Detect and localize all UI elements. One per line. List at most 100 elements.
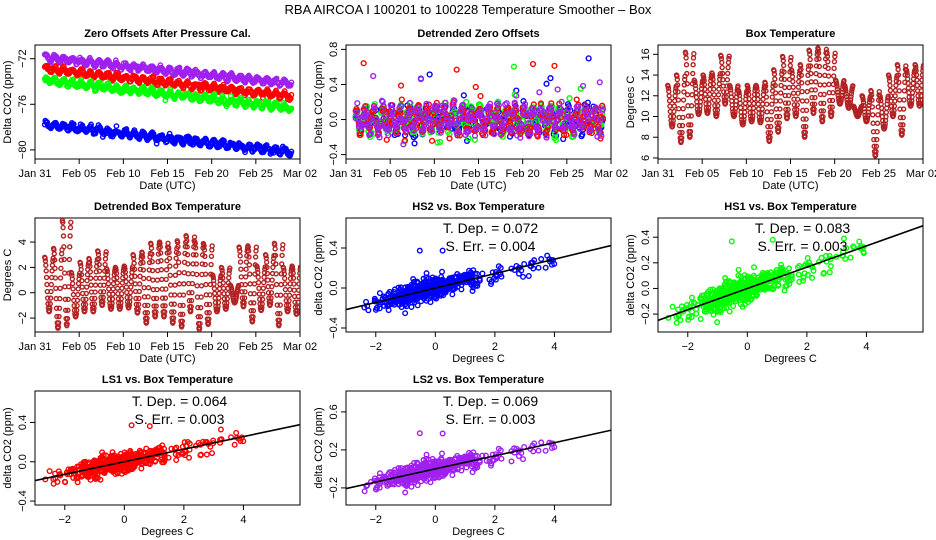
data-point (60, 233, 67, 239)
data-point (157, 250, 164, 256)
data-point (172, 272, 179, 278)
data-point (552, 124, 560, 131)
data-point (387, 101, 394, 109)
data-point (785, 106, 791, 113)
x-axis-label: Degrees C (764, 353, 817, 365)
data-point (680, 106, 686, 112)
data-point (190, 252, 197, 258)
data-point (186, 297, 193, 304)
series-LS2 (352, 73, 607, 148)
data-point (150, 74, 157, 80)
data-point (184, 244, 190, 250)
data-point (677, 129, 683, 136)
x-tick-label: Feb 25 (550, 168, 584, 180)
data-point (684, 81, 690, 87)
data-point (185, 261, 191, 267)
data-point (62, 296, 69, 303)
data-point (105, 280, 112, 287)
data-point (742, 104, 748, 111)
data-point (159, 276, 165, 283)
data-point (892, 93, 898, 99)
x-tick-label: Feb 15 (773, 168, 807, 180)
data-point (197, 320, 203, 327)
data-point (248, 300, 254, 306)
data-point (486, 100, 494, 107)
data-point (211, 281, 217, 287)
data-point (680, 97, 687, 103)
data-point (746, 100, 753, 107)
data-point (287, 286, 293, 293)
data-point (478, 106, 485, 113)
data-point (247, 271, 253, 277)
data-point (771, 71, 778, 77)
data-point (264, 264, 270, 271)
data-point (811, 109, 817, 116)
data-point (453, 66, 460, 73)
data-point (148, 245, 155, 251)
data-point (737, 104, 744, 111)
data-point (242, 281, 249, 288)
data-point (768, 123, 774, 130)
data-point (838, 97, 844, 104)
data-point (74, 297, 81, 304)
data-point (386, 126, 393, 133)
data-point (548, 105, 555, 113)
data-point (554, 86, 561, 93)
data-point (69, 280, 76, 287)
data-point (911, 72, 917, 78)
data-point (741, 109, 748, 115)
data-point (780, 62, 787, 69)
data-point (119, 285, 125, 291)
data-point (914, 82, 920, 89)
data-point (296, 281, 300, 287)
data-point (206, 310, 212, 316)
series-LS2 (41, 51, 295, 89)
data-point (263, 259, 270, 265)
data-point (145, 302, 151, 309)
data-point (67, 233, 73, 239)
data-point (58, 257, 64, 263)
data-point (799, 98, 806, 104)
data-point (118, 296, 124, 302)
data-point (909, 90, 916, 96)
data-point (759, 106, 766, 112)
data-point (795, 271, 802, 278)
data-point (155, 259, 161, 265)
data-point (166, 249, 172, 255)
data-point (277, 292, 284, 298)
data-point (212, 290, 218, 297)
data-point (207, 292, 213, 298)
data-point (61, 256, 67, 263)
data-point (841, 77, 847, 84)
data-point (675, 89, 681, 95)
data-point (144, 310, 151, 316)
data-point (839, 92, 845, 98)
data-point (470, 117, 477, 124)
data-point (433, 289, 440, 296)
data-point (398, 96, 405, 103)
data-point (96, 261, 102, 268)
data-point (764, 101, 770, 107)
data-point (548, 100, 555, 107)
data-point (255, 279, 262, 286)
data-point (693, 90, 699, 96)
data-point (776, 120, 782, 126)
data-point (423, 270, 430, 277)
data-point (919, 77, 923, 83)
data-point (242, 289, 248, 295)
data-point (872, 152, 879, 158)
data-point (79, 277, 85, 284)
data-point (896, 97, 903, 103)
data-point (180, 311, 186, 318)
data-point (477, 93, 484, 100)
data-point (745, 85, 751, 91)
data-point (538, 256, 545, 263)
y-tick-label: −76 (17, 95, 29, 114)
data-point (272, 252, 279, 259)
data-point (901, 97, 907, 103)
data-point (173, 263, 179, 269)
data-point (724, 77, 731, 83)
data-point (675, 97, 682, 103)
data-point (177, 311, 184, 318)
